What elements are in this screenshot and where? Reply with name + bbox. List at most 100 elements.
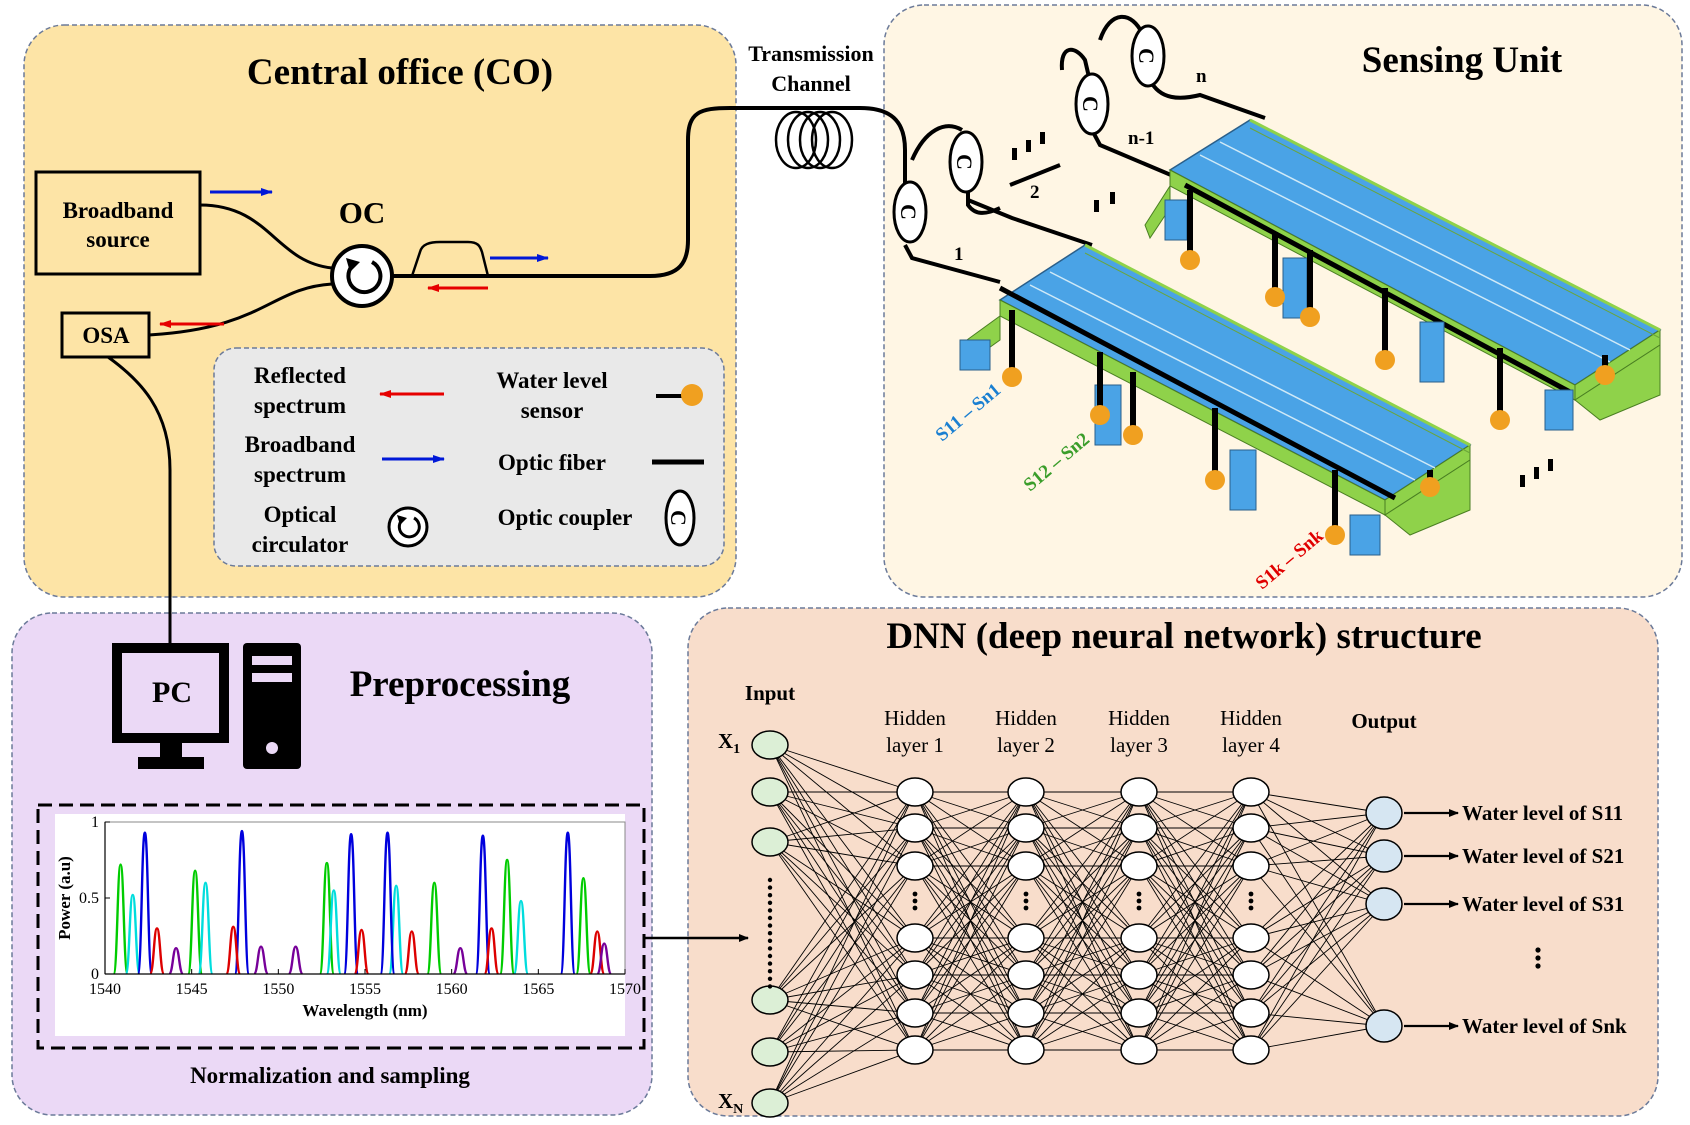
legend-reflected-label-line1: Reflected <box>254 363 346 388</box>
hidden-node <box>896 1035 934 1065</box>
dnn-xn-label: XN <box>718 1089 743 1117</box>
hidden-node <box>1120 960 1158 990</box>
input-node <box>751 985 789 1015</box>
hidden-ellipsis-dot <box>1023 905 1029 911</box>
dnn-edge <box>769 791 916 1104</box>
dnn-edge <box>769 827 916 843</box>
bridge-front-sensors <box>1002 310 1440 545</box>
dnn-edge <box>1025 791 1140 867</box>
dnn-edge <box>1025 827 1140 976</box>
legend-fiber-label: Optic fiber <box>498 450 606 475</box>
spectrum-chart: 1540 1545 1550 1555 1560 1565 1570 0 0.5 1 Wavelen… <box>55 814 641 1020</box>
dnn-edge <box>769 865 916 1104</box>
dnn-edge <box>769 791 916 1053</box>
hidden-layer-label-line2: layer 4 <box>1222 733 1280 757</box>
input-node <box>751 827 789 857</box>
dnn-edge <box>1250 865 1385 1027</box>
bridge-front <box>959 243 1472 556</box>
hidden-layer-label-line1: Hidden <box>884 706 946 730</box>
dnn-edge <box>769 974 916 1104</box>
hidden-layer-label-line1: Hidden <box>1220 706 1282 730</box>
x-tick-label: 1565 <box>522 981 554 998</box>
dnn-edge <box>769 827 916 1053</box>
hidden-ellipsis-dot <box>1023 898 1029 904</box>
hidden-node <box>896 960 934 990</box>
dnn-output-label: Output <box>1351 709 1416 733</box>
svg-text:C: C <box>896 204 921 220</box>
spectrum-peak <box>318 861 336 974</box>
dnn-edge <box>769 791 916 939</box>
dnn-edge <box>1250 937 1385 1027</box>
input-ellipsis-dot <box>767 908 773 913</box>
dnn-edge <box>1138 791 1252 939</box>
branch-label-2: 2 <box>1030 182 1040 203</box>
dnn-edge <box>1250 974 1385 1027</box>
x-tick-label: 1555 <box>349 981 381 998</box>
hidden-node <box>1120 777 1158 807</box>
hidden-node <box>1120 923 1158 953</box>
output-label: Water level of S21 <box>1462 844 1624 868</box>
hidden-node <box>1007 851 1045 881</box>
hidden-node <box>1232 960 1270 990</box>
svg-text:C: C <box>952 154 977 170</box>
hidden-layer-label-line2: layer 3 <box>1110 733 1168 757</box>
branch-label-n: n <box>1196 66 1207 87</box>
hidden-ellipsis-dot <box>1248 898 1254 904</box>
dnn-edge <box>1025 865 1140 1051</box>
spectrum-peak <box>197 881 214 974</box>
dnn-edge <box>1138 937 1252 976</box>
dnn-edge <box>769 744 916 1014</box>
spectrum-peak <box>225 925 242 974</box>
dnn-edge <box>914 791 1027 939</box>
output-node <box>1365 796 1403 830</box>
hidden-node <box>896 998 934 1028</box>
dnn-edge <box>1250 812 1385 939</box>
y-tick-label: 0.5 <box>79 890 99 907</box>
hidden-node <box>1120 813 1158 843</box>
spectrum-peak <box>512 899 530 974</box>
dnn-edge <box>1025 1012 1140 1051</box>
hidden-layer-label-line1: Hidden <box>995 706 1057 730</box>
input-ellipsis-dot <box>767 923 773 928</box>
output-label: Water level of S11 <box>1462 801 1623 825</box>
sensing-unit-title: Sensing Unit <box>1362 40 1563 81</box>
y-tick-label: 1 <box>91 814 99 831</box>
output-label: Water level of Snk <box>1462 1014 1627 1038</box>
dnn-edge <box>914 937 1027 1014</box>
spectrum-peak <box>559 831 577 974</box>
dnn-edge <box>769 1012 916 1104</box>
dnn-edge <box>1025 937 1140 1051</box>
hidden-ellipsis-dot <box>912 898 918 904</box>
input-ellipsis-dot <box>767 961 773 966</box>
preprocessing-title: Preprocessing <box>350 664 571 705</box>
spectrum-peak <box>379 831 396 974</box>
output-node <box>1365 1009 1403 1043</box>
pc-icon <box>112 643 301 769</box>
central-office-title: Central office (CO) <box>247 52 553 93</box>
spectrum-peak <box>452 946 469 974</box>
optical-circulator-icon <box>330 244 394 308</box>
input-ellipsis-dot <box>767 984 773 989</box>
dnn-edge <box>1025 791 1140 829</box>
legend-box <box>213 347 725 567</box>
dnn-edge <box>769 827 916 1104</box>
osa-label: OSA <box>82 323 130 348</box>
dnn-edge <box>769 937 916 1001</box>
dnn-input-label: Input <box>745 681 795 705</box>
input-node <box>751 1037 789 1067</box>
legend-water-sensor-icon <box>656 384 703 406</box>
hidden-node <box>896 923 934 953</box>
dnn-edge <box>1138 974 1252 1051</box>
spectrum-shape <box>410 240 490 277</box>
dnn-edge <box>1138 791 1252 976</box>
hidden-node <box>1007 777 1045 807</box>
dnn-edge <box>1250 791 1385 814</box>
hidden-ellipsis-dot <box>1248 905 1254 911</box>
input-ellipsis-dot <box>767 976 773 981</box>
spectrum-peak <box>124 893 141 974</box>
dnn-edge <box>1250 903 1385 1051</box>
x-tick-label: 1545 <box>176 981 208 998</box>
dnn-edge <box>1138 791 1252 829</box>
legend-broadband-label-line2: spectrum <box>254 462 346 487</box>
